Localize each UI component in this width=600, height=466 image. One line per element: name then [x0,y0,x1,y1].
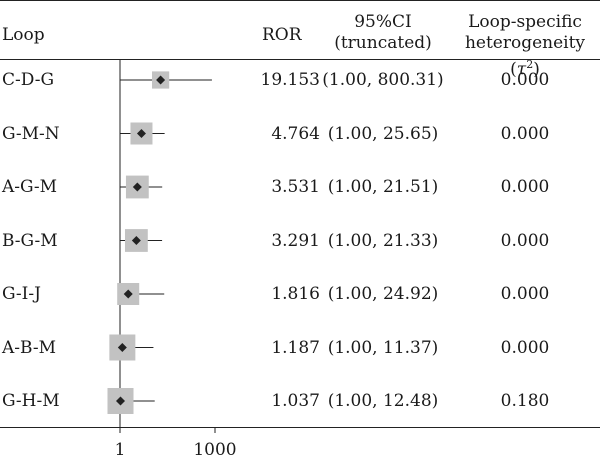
row-ror-value: 1.816 [271,284,320,304]
row-tau2-value: 0.000 [500,70,550,90]
header-het-line1: Loop-specific [468,12,582,32]
point-estimate [115,396,125,406]
header-het-sup: 2 [526,58,534,71]
row-ci-value: (1.00, 24.92) [327,284,439,304]
point-estimate [132,182,142,192]
row-ci-value: (1.00, 12.48) [327,391,439,411]
row-loop-label: G-I-J [2,284,41,304]
header-het-prefix: heterogeneity ( [464,33,586,80]
row-loop-label: A-B-M [2,337,56,358]
header-het-line2: heterogeneity (τ2) [450,33,600,81]
point-estimate [131,236,141,245]
header-loop: Loop [2,25,45,45]
row-ror-value: 3.531 [271,177,320,197]
header-ci-line1: 95%CI [354,12,412,32]
row-tau2-value: 0.180 [500,391,550,411]
x-tick-label: 1000 [193,440,237,460]
top-rule [0,0,600,1]
row-ror-value: 19.153 [260,70,320,90]
point-estimate [123,289,133,299]
row-ci-value: (1.00, 25.65) [327,123,439,144]
header-het-suffix: ) [533,59,540,80]
row-ci-value: (1.00, 21.33) [327,230,439,251]
bottom-rule [0,427,600,428]
row-tau2-value: 0.000 [500,284,550,304]
row-ror-value: 1.187 [271,337,320,358]
row-tau2-value: 0.000 [500,337,550,358]
header-rule [0,59,600,60]
row-ci-value: (1.00, 21.51) [327,177,439,197]
header-het-tau: τ [516,59,527,80]
row-tau2-value: 0.000 [500,177,550,197]
x-tick-label: 1 [114,440,126,460]
row-loop-label: C-D-G [2,70,55,90]
header-ci: 95%CI (truncated) [318,12,448,54]
row-loop-label: B-G-M [2,230,58,251]
row-tau2-value: 0.000 [500,230,550,251]
row-tau2-value: 0.000 [500,123,550,144]
row-loop-label: G-H-M [2,391,60,411]
row-ci-value: (1.00, 11.37) [327,337,439,358]
header-ci-line2: (truncated) [334,33,432,53]
point-estimate [136,129,146,138]
header-heterogeneity: Loop-specific heterogeneity (τ2) [450,12,600,81]
row-ror-value: 1.037 [271,391,320,411]
row-ror-value: 3.291 [271,230,320,251]
row-loop-label: G-M-N [2,123,60,144]
point-estimate [156,75,166,85]
row-ror-value: 4.764 [271,123,320,144]
row-ci-value: (1.00, 800.31) [322,70,444,90]
header-ror: ROR [262,25,302,45]
point-estimate [117,343,127,352]
row-loop-label: A-G-M [2,177,58,197]
